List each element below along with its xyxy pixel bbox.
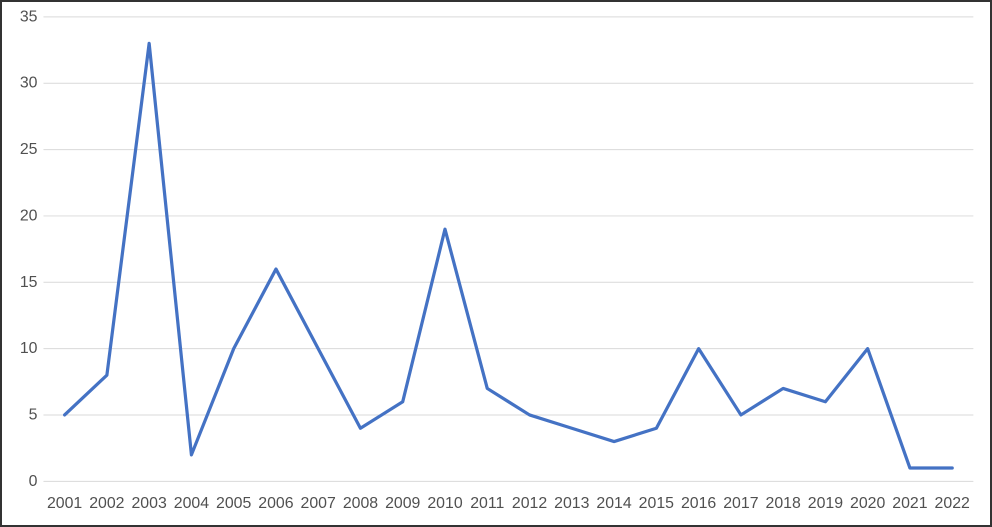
y-axis-tick-label: 35	[20, 8, 38, 25]
x-axis-tick-label: 2011	[470, 495, 504, 512]
x-axis-tick-label: 2016	[681, 495, 716, 512]
x-axis-tick-label: 2021	[892, 495, 927, 512]
x-axis-tick-label: 2020	[850, 495, 885, 512]
y-axis-tick-label: 25	[20, 141, 38, 158]
x-axis-tick-label: 2004	[174, 495, 209, 512]
x-axis-tick-label: 2003	[131, 495, 166, 512]
x-axis-tick-label: 2007	[301, 495, 336, 512]
y-axis-tick-label: 0	[29, 473, 38, 490]
x-axis-tick-label: 2019	[808, 495, 843, 512]
y-axis-tick-label: 5	[29, 406, 38, 423]
y-axis-tick-label: 10	[20, 340, 38, 357]
x-axis-tick-label: 2022	[935, 495, 970, 512]
x-axis-tick-label: 2001	[47, 495, 82, 512]
x-axis-tick-label: 2014	[596, 495, 631, 512]
x-axis-tick-label: 2006	[258, 495, 293, 512]
x-axis-tick-label: 2005	[216, 495, 251, 512]
x-axis-tick-label: 2008	[343, 495, 378, 512]
x-axis-tick-label: 2012	[512, 495, 547, 512]
x-axis-tick-label: 2017	[723, 495, 758, 512]
y-axis-tick-label: 15	[20, 274, 38, 291]
x-axis-tick-label: 2009	[385, 495, 420, 512]
x-axis-tick-label: 2015	[639, 495, 674, 512]
x-axis-tick-label: 2010	[427, 495, 462, 512]
x-axis-tick-label: 2002	[89, 495, 124, 512]
y-axis-tick-label: 30	[20, 75, 38, 92]
x-axis-tick-label: 2013	[554, 495, 589, 512]
data-series-line	[62, 41, 954, 470]
y-axis-tick-label: 20	[20, 207, 38, 224]
x-axis-tick-label: 2018	[766, 495, 801, 512]
